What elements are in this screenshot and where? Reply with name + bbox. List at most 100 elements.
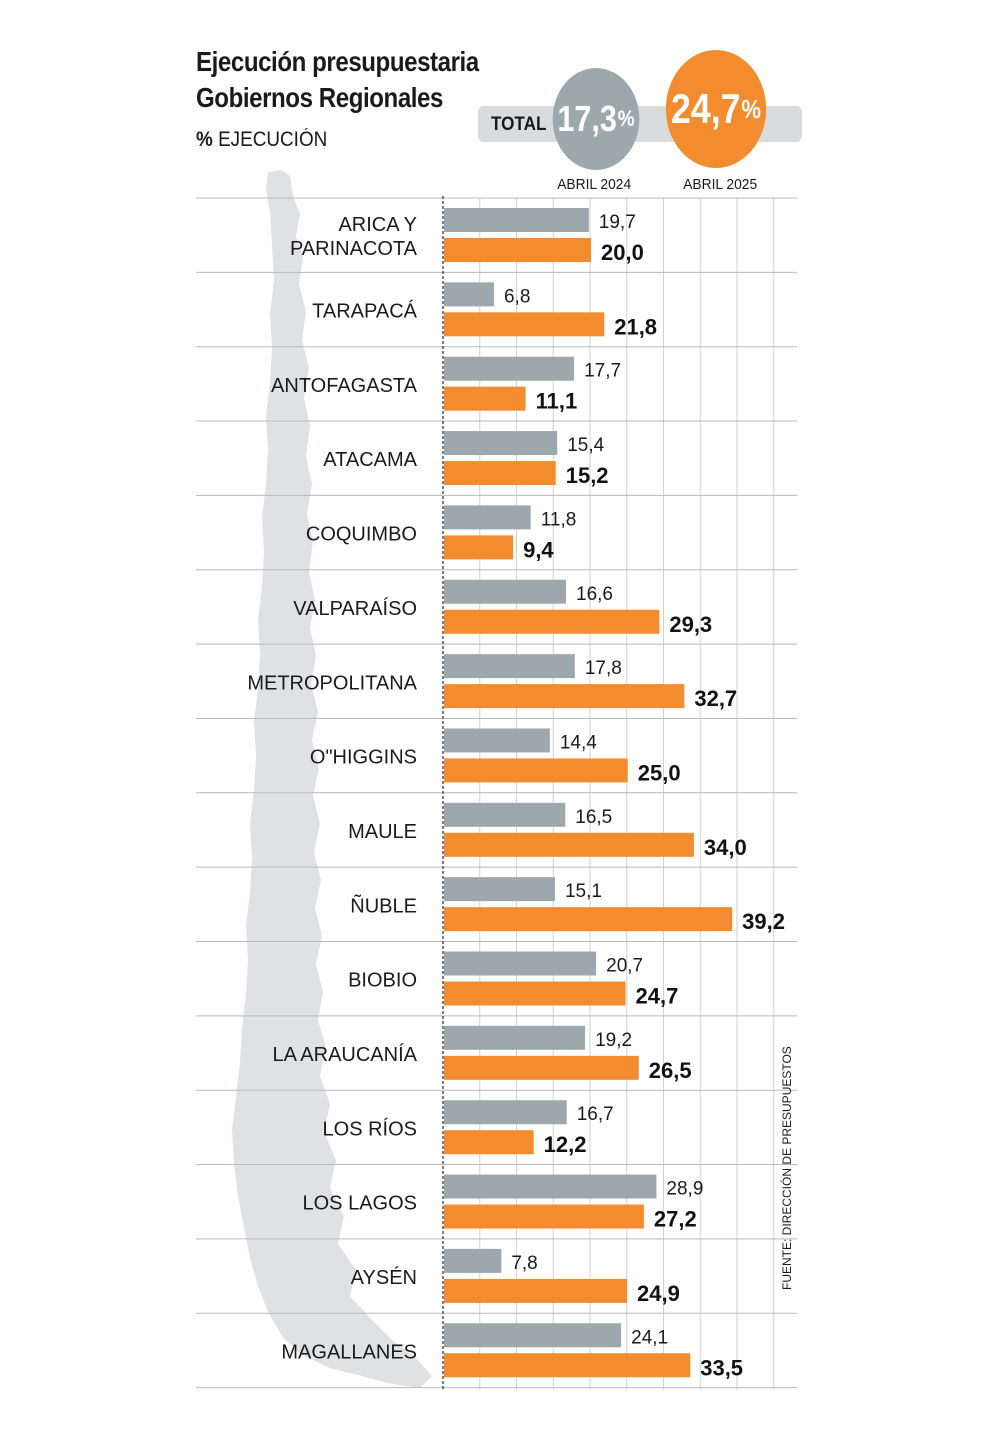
chart-row: METROPOLITANA 17,8 32,7 <box>247 654 737 711</box>
data-label-2024: 19,7 <box>599 212 636 233</box>
chart-title-line1: Ejecución presupuestaria <box>196 46 479 77</box>
data-label-2025: 26,5 <box>649 1058 692 1083</box>
category-label: ANTOFAGASTA <box>271 375 418 397</box>
bar-2025 <box>444 238 591 262</box>
data-label-2024: 6,8 <box>504 286 530 307</box>
source-note: FUENTE: DIRECCIÓN DE PRESUPUESTOS <box>780 1046 794 1290</box>
data-label-2024: 7,8 <box>511 1253 537 1274</box>
data-label-2024: 16,6 <box>576 584 613 605</box>
category-label: ATACAMA <box>323 449 417 471</box>
chart-row: ATACAMA 15,4 15,2 <box>323 431 609 488</box>
data-label-2024: 17,7 <box>584 361 621 382</box>
category-label: BIOBIO <box>348 970 417 992</box>
category-label: LOS RÍOS <box>323 1117 417 1140</box>
bar-2024 <box>444 1248 502 1273</box>
data-label-2025: 9,4 <box>523 537 554 562</box>
data-label-2024: 15,4 <box>567 435 604 456</box>
category-label: PARINACOTA <box>290 238 418 260</box>
chile-map-silhouette <box>232 170 432 1388</box>
chart-row: COQUIMBO 11,8 9,4 <box>306 505 576 562</box>
bar-2025 <box>444 535 514 560</box>
chart-title-line2: Gobiernos Regionales <box>196 82 443 113</box>
data-label-2025: 24,9 <box>637 1281 680 1306</box>
data-label-2025: 39,2 <box>742 909 785 934</box>
data-label-2024: 24,1 <box>631 1327 668 1348</box>
bar-2024 <box>444 951 597 976</box>
data-label-2024: 16,7 <box>577 1104 614 1125</box>
bar-2025 <box>444 386 526 411</box>
category-label: COQUIMBO <box>306 524 417 546</box>
bar-2024 <box>444 356 575 381</box>
data-label-2025: 12,2 <box>544 1132 587 1157</box>
data-label-2024: 15,1 <box>565 881 602 902</box>
chart-row: TARAPACÁ 6,8 21,8 <box>312 282 657 339</box>
bar-2025 <box>444 907 733 932</box>
category-label: LOS LAGOS <box>303 1193 418 1215</box>
category-label: AYSÉN <box>351 1266 417 1289</box>
bar-2024 <box>444 1174 657 1199</box>
bar-2024 <box>444 654 575 679</box>
bar-2024 <box>444 728 550 753</box>
bar-2025 <box>444 758 628 783</box>
bar-2025 <box>444 1278 628 1303</box>
chart-row: MAGALLANES 24,1 33,5 <box>281 1323 743 1380</box>
data-label-2025: 11,1 <box>536 389 578 414</box>
bar-2024 <box>444 1100 567 1125</box>
bar-2024 <box>444 877 555 902</box>
bar-2025 <box>444 1130 534 1155</box>
data-label-2025: 29,3 <box>669 612 712 637</box>
data-label-2024: 16,5 <box>575 807 612 828</box>
bar-2025 <box>444 1204 644 1229</box>
total-2025-pct: % <box>741 93 762 124</box>
data-label-2024: 14,4 <box>560 732 597 753</box>
data-label-2024: 19,2 <box>595 1030 632 1051</box>
chart-row: LA ARAUCANÍA 19,2 26,5 <box>272 1025 692 1083</box>
data-label-2025: 20,0 <box>601 240 644 265</box>
bar-2024 <box>444 802 566 827</box>
data-label-2024: 28,9 <box>666 1179 703 1200</box>
bar-2025 <box>444 684 685 709</box>
total-2024-pct: % <box>617 106 635 131</box>
category-label: O"HIGGINS <box>310 747 417 769</box>
category-label: MAGALLANES <box>281 1341 417 1363</box>
legend-2024: ABRIL 2024 <box>557 176 632 193</box>
category-label: MAULE <box>348 821 417 843</box>
bar-2024 <box>444 208 589 232</box>
chart-row: O"HIGGINS 14,4 25,0 <box>310 728 681 785</box>
data-label-2025: 27,2 <box>654 1207 697 1232</box>
data-label-2024: 11,8 <box>541 509 577 530</box>
bar-2024 <box>444 1323 622 1348</box>
chart-row: LOS LAGOS 28,9 27,2 <box>303 1174 703 1232</box>
total-2024-circle: 17,3% <box>552 68 640 170</box>
total-label: TOTAL <box>491 114 547 135</box>
data-label-2025: 24,7 <box>636 984 679 1009</box>
bar-2024 <box>444 282 494 307</box>
percent-symbol: % <box>196 128 213 151</box>
data-label-2025: 15,2 <box>566 463 609 488</box>
category-label: TARAPACÁ <box>312 300 417 323</box>
bar-2024 <box>444 431 558 456</box>
total-2024-value: 17,3 <box>557 98 617 139</box>
chart-subtitle: % EJECUCIÓN <box>196 128 327 152</box>
data-label-2024: 20,7 <box>606 956 643 977</box>
data-label-2025: 32,7 <box>694 686 737 711</box>
category-label: ARICA Y <box>338 214 417 236</box>
data-label-2025: 21,8 <box>614 314 657 339</box>
total-2025-circle: 24,7% <box>665 50 767 168</box>
chart-row: VALPARAÍSO 16,6 29,3 <box>293 579 712 637</box>
category-label: VALPARAÍSO <box>293 597 417 620</box>
bar-2025 <box>444 1055 639 1080</box>
bar-2025 <box>444 461 556 486</box>
gridlines <box>196 197 797 1390</box>
chart-row: MAULE 16,5 34,0 <box>348 802 747 860</box>
category-label: METROPOLITANA <box>247 672 417 694</box>
total-2025-value: 24,7 <box>670 85 741 132</box>
bar-2024 <box>444 1025 586 1050</box>
category-label: LA ARAUCANÍA <box>272 1043 417 1066</box>
data-label-2025: 25,0 <box>638 760 681 785</box>
chart-row: BIOBIO 20,7 24,7 <box>348 951 679 1009</box>
bar-2025 <box>444 832 694 857</box>
